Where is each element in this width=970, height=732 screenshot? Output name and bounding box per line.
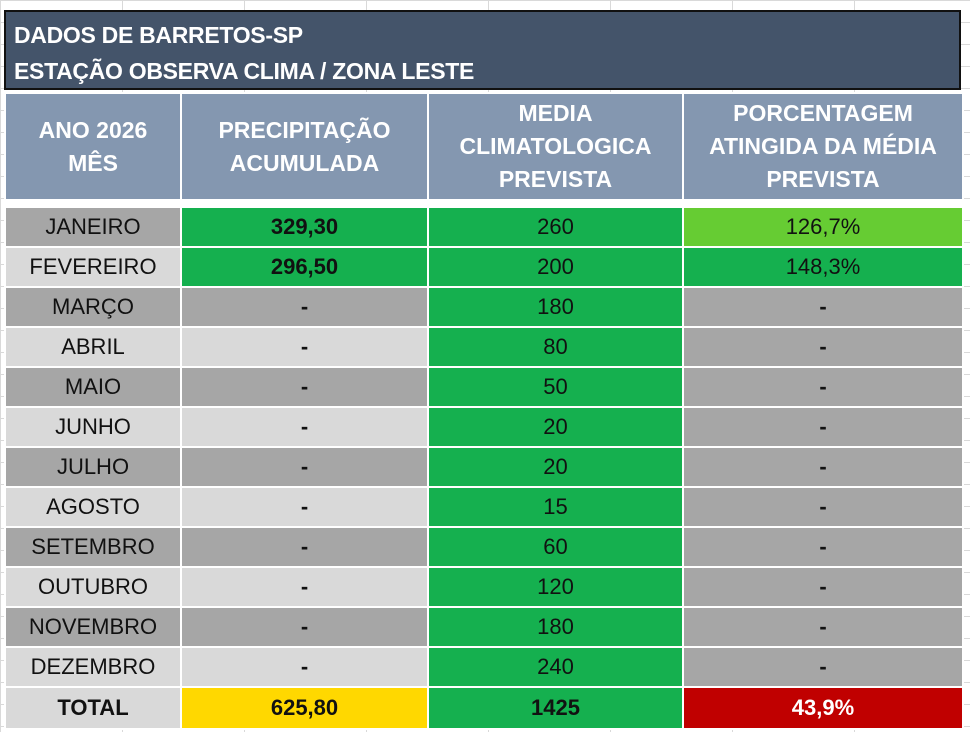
table-row: MARÇO -180- (4, 286, 964, 328)
pct-cell: - (682, 566, 964, 608)
media-cell: 15 (427, 486, 684, 528)
precip-cell: - (180, 566, 429, 608)
precip-cell: 296,50 (180, 246, 429, 288)
header-month: MÊS (68, 149, 118, 176)
precip-cell: - (180, 606, 429, 648)
header-precip: PRECIPITAÇÃO ACUMULADA (180, 92, 429, 201)
media-cell: 80 (427, 326, 684, 368)
precip-cell: - (180, 326, 429, 368)
precip-cell: - (180, 366, 429, 408)
table-row: FEVEREIRO 296,50 200 148,3% (4, 246, 964, 288)
month-cell: JUNHO (4, 406, 182, 448)
title-banner: DADOS DE BARRETOS-SP ESTAÇÃO OBSERVA CLI… (4, 10, 961, 90)
table-row: MAIO -50- (4, 366, 964, 408)
total-precip: 625,80 (180, 686, 429, 730)
total-media: 1425 (427, 686, 684, 730)
month-cell: OUTUBRO (4, 566, 182, 608)
media-cell: 200 (427, 246, 684, 288)
table-row: NOVEMBRO -180- (4, 606, 964, 648)
header-year: ANO 2026 (38, 116, 148, 143)
pct-cell: - (682, 646, 964, 688)
table-row: SETEMBRO -60- (4, 526, 964, 568)
pct-cell: - (682, 526, 964, 568)
table-row: JANEIRO 329,30 260 126,7% (4, 206, 964, 248)
month-cell: MAIO (4, 366, 182, 408)
pct-cell: - (682, 366, 964, 408)
header-pct: PORCENTAGEM ATINGIDA DA MÉDIA PREVISTA (682, 92, 964, 201)
pct-cell: - (682, 446, 964, 488)
precip-cell: 329,30 (180, 206, 429, 248)
header-precip-label: PRECIPITAÇÃO ACUMULADA (218, 116, 391, 176)
month-cell: JULHO (4, 446, 182, 488)
media-cell: 180 (427, 286, 684, 328)
table-row: JUNHO -20- (4, 406, 964, 448)
precip-cell: - (180, 526, 429, 568)
total-pct: 43,9% (682, 686, 964, 730)
month-cell: JANEIRO (4, 206, 182, 248)
pct-cell: 126,7% (682, 206, 964, 248)
header-year-month: ANO 2026 MÊS (4, 92, 182, 201)
total-row: TOTAL 625,80 1425 43,9% (4, 686, 964, 730)
month-cell: SETEMBRO (4, 526, 182, 568)
pct-cell: - (682, 486, 964, 528)
pct-cell: - (682, 286, 964, 328)
title-line-2: ESTAÇÃO OBSERVA CLIMA / ZONA LESTE (14, 58, 475, 84)
media-cell: 20 (427, 446, 684, 488)
media-cell: 240 (427, 646, 684, 688)
media-cell: 60 (427, 526, 684, 568)
table-row: DEZEMBRO -240- (4, 646, 964, 688)
precipitation-table: ANO 2026 MÊS PRECIPITAÇÃO ACUMULADA MEDI… (4, 92, 964, 730)
table-row: ABRIL -80- (4, 326, 964, 368)
pct-cell: 148,3% (682, 246, 964, 288)
pct-cell: - (682, 606, 964, 648)
table-row: OUTUBRO -120- (4, 566, 964, 608)
month-cell: NOVEMBRO (4, 606, 182, 648)
column-header-row: ANO 2026 MÊS PRECIPITAÇÃO ACUMULADA MEDI… (4, 92, 964, 201)
title-line-1: DADOS DE BARRETOS-SP (14, 22, 303, 48)
precip-cell: - (180, 486, 429, 528)
header-media-label: MEDIA CLIMATOLOGICA PREVISTA (459, 100, 652, 192)
total-label: TOTAL (4, 686, 182, 730)
month-cell: DEZEMBRO (4, 646, 182, 688)
table-row: JULHO -20- (4, 446, 964, 488)
media-cell: 180 (427, 606, 684, 648)
precip-cell: - (180, 646, 429, 688)
precip-cell: - (180, 446, 429, 488)
month-cell: AGOSTO (4, 486, 182, 528)
table-row: AGOSTO -15- (4, 486, 964, 528)
precip-cell: - (180, 286, 429, 328)
media-cell: 20 (427, 406, 684, 448)
media-cell: 120 (427, 566, 684, 608)
pct-cell: - (682, 406, 964, 448)
pct-cell: - (682, 326, 964, 368)
media-cell: 260 (427, 206, 684, 248)
media-cell: 50 (427, 366, 684, 408)
month-cell: ABRIL (4, 326, 182, 368)
header-pct-label: PORCENTAGEM ATINGIDA DA MÉDIA PREVISTA (709, 100, 937, 192)
spacer-row (5, 200, 963, 207)
month-cell: MARÇO (4, 286, 182, 328)
header-media: MEDIA CLIMATOLOGICA PREVISTA (427, 92, 684, 201)
month-cell: FEVEREIRO (4, 246, 182, 288)
precip-cell: - (180, 406, 429, 448)
